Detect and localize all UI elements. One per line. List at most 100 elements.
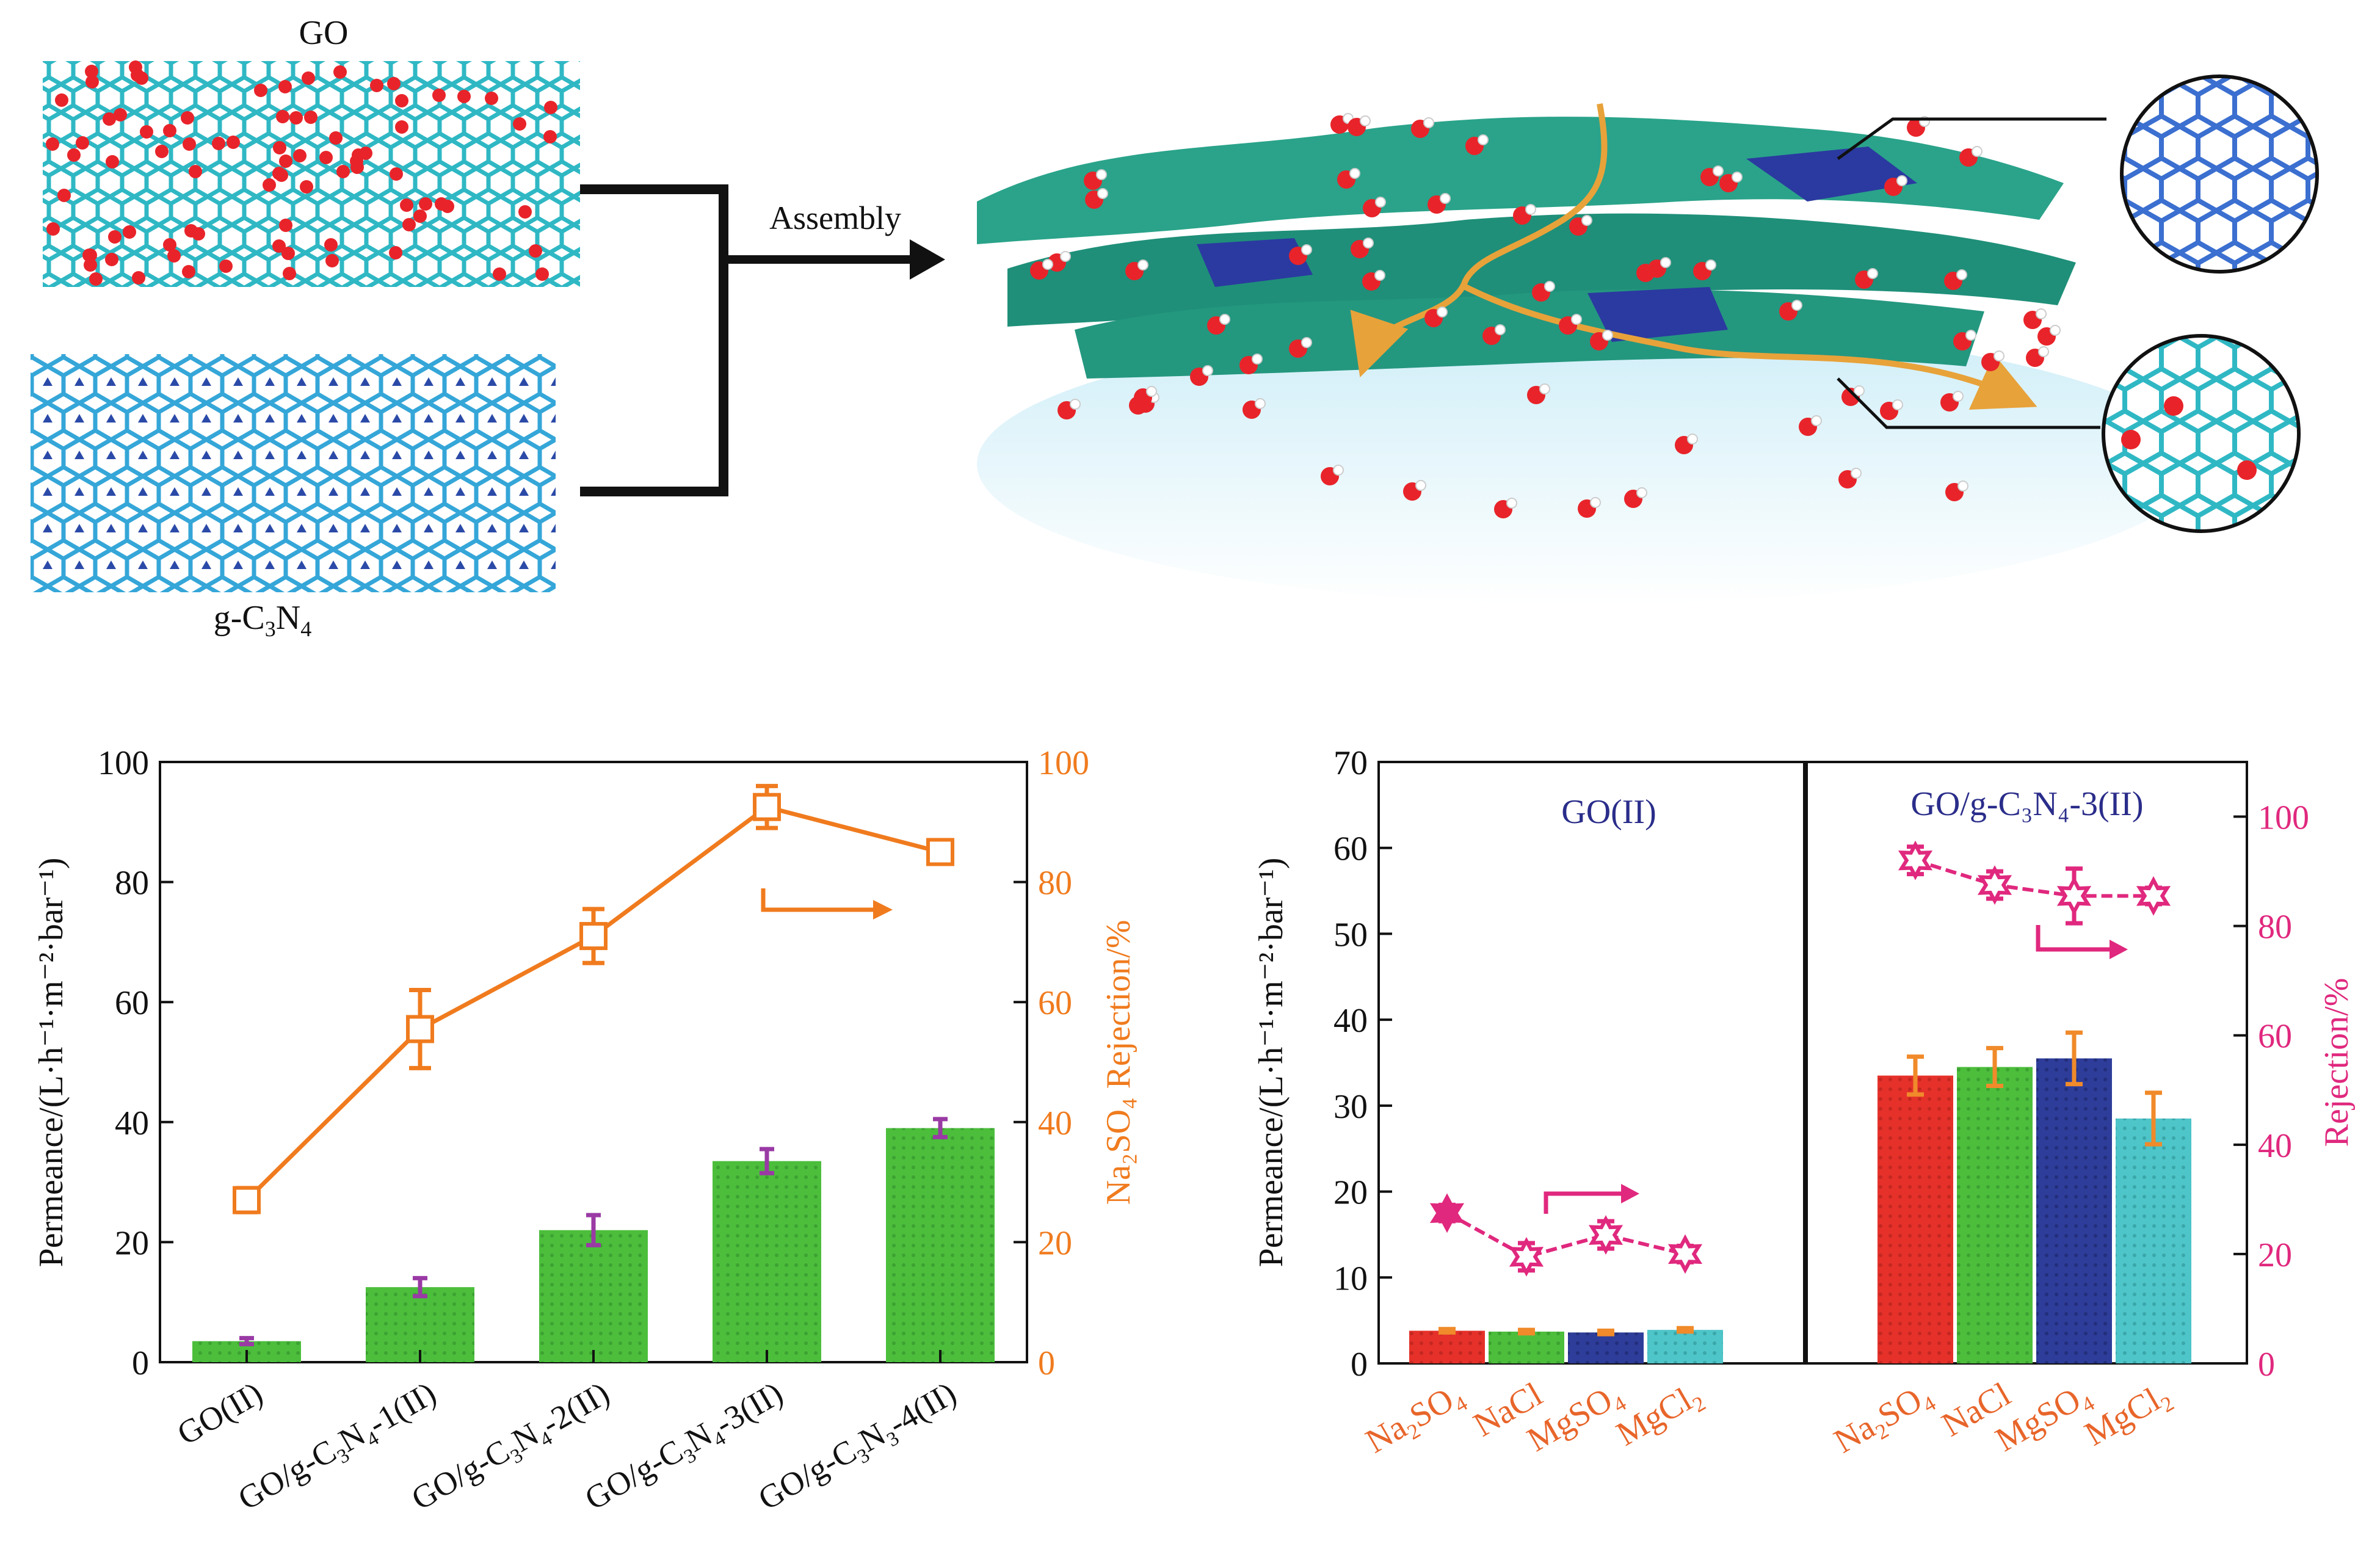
label-text: GO/g-C [232,1432,343,1517]
right-axis-ticks: 0 20 40 60 80 100 [1014,744,1089,1382]
water-hydrogen [1892,399,1903,410]
schematic: GO g-C3N4 Assembly [31,14,2319,641]
oxygen-group [163,124,176,137]
y-tick-label: 40 [115,1105,149,1142]
go-lattice-sheet [43,61,580,287]
water-hydrogen [1544,281,1555,292]
rejection-marker [1509,1236,1544,1277]
go-sheet-top [977,117,2064,244]
oxygen-group [395,120,408,134]
gcn-flake [1587,287,1728,342]
water-hydrogen [1146,386,1157,397]
rejection-marker [406,1015,434,1043]
water-path [1464,284,2037,410]
oxygen-group [140,125,153,139]
label-text: -2(II) [535,1374,615,1442]
permeance-bars [192,1117,995,1362]
label-text: -3(II) [709,1374,789,1442]
rejection-marker [1898,840,1933,880]
oxygen-group [281,247,295,260]
water-pool [977,324,2198,604]
y2-tick-label: 60 [1038,984,1072,1022]
oxygen-group [181,111,194,125]
water-hydrogen [1252,354,1263,365]
water-hydrogen [1137,259,1148,270]
permeance-bar [1878,1075,1953,1363]
panel-title: GO(II) [1561,793,1656,831]
oxygen-group [132,271,145,285]
right-axis-pointer [2036,925,2113,952]
rejection-marker [579,922,608,951]
x-tick-label: MgCl2 [2078,1376,2178,1457]
oxygen-group [227,136,240,149]
oxygen-group [163,238,176,252]
oxygen-group [493,267,506,281]
oxygen-group [325,254,339,267]
y-tick-label: 20 [1333,1174,1368,1212]
rejection-series [233,783,954,1214]
rejection-marker [1588,1215,1624,1255]
left-axis-title: Permeance/(L·h⁻¹·m⁻²·bar⁻¹) [1252,858,1290,1268]
y-tick-label: 80 [115,865,149,902]
oxygen-group [350,161,364,174]
right-axis-title: Na₂SO₄ Rejection/% [1100,920,1137,1205]
oxygen-group [278,80,292,93]
right-axis-title: Rejection/% [2318,978,2356,1147]
y2-tick-label: 20 [1038,1224,1072,1262]
oxygen-group [276,110,289,123]
water-hydrogen [1219,314,1230,325]
left-axis-ticks: 0 10 20 30 40 50 60 70 [1333,744,1392,1384]
oxygen-group [279,154,292,168]
oxygen-group [263,178,276,192]
oxygen-group [336,165,350,178]
label-text: GO/g-C [579,1432,689,1517]
water-hydrogen [1375,197,1386,208]
oxygen-group [283,267,296,280]
water-hydrogen [1953,391,1964,402]
oxygen-group [85,75,99,89]
label-text: GO/g-C [752,1432,863,1517]
permeance-bar [366,1287,474,1362]
rejection-marker [2056,876,2092,916]
permeance-bar [1568,1332,1644,1363]
water-hydrogen [1896,175,1907,186]
oxygen-group [529,244,542,258]
oxygen-group [457,90,471,103]
oxygen-group [544,101,557,114]
category-labels: GO(II)GO/g-C3N4-1(II)GO/g-C3N4-2(II)GO/g… [171,1350,962,1517]
rejection-marker [926,838,954,866]
label-text: Na [1360,1408,1413,1460]
water-hydrogen [1602,330,1613,341]
oxygen-group [272,239,286,253]
water-hydrogen [1478,134,1489,145]
oxygen-group [279,219,292,232]
label-text: MgCl [2078,1380,2166,1453]
oxygen-group [390,167,403,181]
water-hydrogen [1374,270,1385,281]
permeance-bars [1409,1030,2191,1363]
oxygen-group [129,60,142,74]
water-hydrogen [1539,383,1550,394]
zoom-leader-line [1837,117,2106,161]
assembly-label: Assembly [769,200,901,236]
water-hydrogen [1713,165,1724,176]
water-hydrogen [1581,215,1592,226]
oxygen-group [105,253,118,266]
water-hydrogen [1042,259,1053,270]
right-axis-ticks: 0 20 40 60 80 100 [2233,799,2309,1384]
water-hydrogen [1363,238,1374,248]
gcn-label-part: g-C [214,599,265,637]
rejection-line [245,804,941,1202]
gcn-label-part: N [276,599,300,637]
oxygen-group [106,155,119,169]
label-text: -1(II) [362,1374,442,1442]
water-hydrogen [1732,172,1743,183]
oxygen-group [55,93,68,107]
plot-area-frame [1377,761,2248,1365]
water-hydrogen [1333,465,1344,476]
y2-tick-label: 0 [1038,1344,1055,1382]
water-hydrogen [1349,168,1360,179]
y2-tick-label: 100 [2258,799,2309,837]
